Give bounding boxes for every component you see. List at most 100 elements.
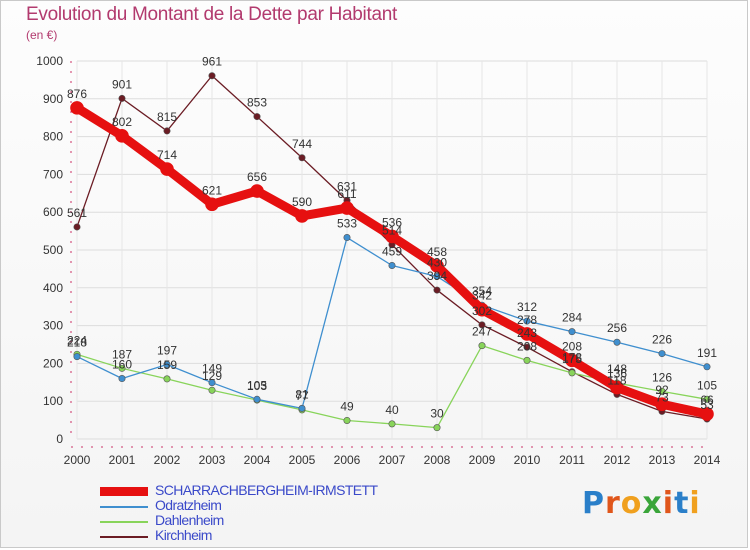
- data-label-kirchheim: 118: [607, 373, 626, 387]
- data-label-dahlenheim: 129: [202, 369, 222, 383]
- data-label-odratzheim: 284: [562, 311, 582, 325]
- x-tick-label: 2005: [289, 453, 316, 467]
- data-point-kirchheim: [208, 72, 216, 80]
- data-label-kirchheim: 901: [112, 77, 132, 91]
- x-tick-label: 2006: [334, 453, 361, 467]
- data-label-dahlenheim: 105: [697, 378, 717, 392]
- data-point-odratzheim: [343, 234, 351, 242]
- chart-subtitle: (en €): [26, 28, 58, 42]
- y-tick-label: 600: [43, 205, 63, 219]
- data-point-odratzheim: [703, 363, 711, 371]
- x-tick-label: 2010: [514, 453, 541, 467]
- data-label-odratzheim: 430: [427, 255, 447, 269]
- data-label-odratzheim: 105: [247, 378, 267, 392]
- data-label-scharrachbergheim-irmstett: 208: [562, 339, 582, 353]
- data-label-odratzheim: 354: [472, 284, 492, 298]
- logo-letter: r: [605, 486, 621, 521]
- data-point-odratzheim: [73, 353, 81, 361]
- data-label-scharrachbergheim-irmstett: 92: [655, 383, 669, 397]
- data-point-kirchheim: [433, 286, 441, 294]
- data-label-kirchheim: 631: [337, 179, 357, 193]
- data-point-kirchheim: [73, 223, 81, 231]
- y-tick-label: 300: [43, 319, 63, 333]
- data-label-scharrachbergheim-irmstett: 656: [247, 170, 267, 184]
- legend-item: SCHARRACHBERGHEIM-IRMSTETT: [100, 482, 500, 498]
- data-label-odratzheim: 256: [607, 321, 627, 335]
- data-label-kirchheim: 178: [562, 351, 582, 365]
- legend-label: Odratzheim: [155, 497, 222, 513]
- data-point-dahlenheim: [343, 416, 351, 424]
- y-tick-label: 800: [43, 130, 63, 144]
- y-tick-label: 200: [43, 356, 63, 370]
- data-point-dahlenheim: [523, 356, 531, 364]
- data-label-scharrachbergheim-irmstett: 621: [202, 183, 222, 197]
- data-point-scharrachbergheim-irmstett: [475, 302, 489, 317]
- data-point-odratzheim: [523, 317, 531, 325]
- x-tick-label: 2007: [379, 453, 406, 467]
- y-tick-label: 700: [43, 167, 63, 181]
- data-label-odratzheim: 533: [337, 217, 357, 231]
- data-point-scharrachbergheim-irmstett: [205, 197, 219, 212]
- data-point-odratzheim: [568, 328, 576, 336]
- data-point-odratzheim: [388, 261, 396, 269]
- data-point-odratzheim: [253, 395, 261, 403]
- data-point-scharrachbergheim-irmstett: [115, 129, 129, 143]
- y-tick-label: 500: [43, 243, 63, 257]
- data-label-kirchheim: 394: [427, 269, 447, 283]
- data-point-dahlenheim: [703, 395, 711, 403]
- data-label-odratzheim: 459: [382, 244, 402, 258]
- legend-item: Odratzheim: [100, 497, 500, 513]
- data-label-scharrachbergheim-irmstett: 66: [700, 393, 714, 407]
- data-point-kirchheim: [163, 127, 171, 135]
- x-tick-label: 2003: [199, 453, 226, 467]
- data-point-kirchheim: [523, 343, 531, 351]
- data-point-scharrachbergheim-irmstett: [565, 353, 579, 368]
- data-point-odratzheim: [613, 338, 621, 346]
- data-point-scharrachbergheim-irmstett: [250, 184, 264, 198]
- x-tick-label: 2014: [694, 453, 721, 467]
- data-label-dahlenheim: 40: [385, 403, 399, 417]
- data-point-dahlenheim: [478, 342, 486, 350]
- logo-letter: P: [582, 486, 605, 521]
- logo-letter: x: [642, 486, 663, 521]
- legend-item: Dahlenheim: [100, 512, 500, 528]
- data-label-odratzheim: 226: [652, 333, 672, 347]
- legend-label: SCHARRACHBERGHEIM-IRMSTETT: [155, 482, 378, 498]
- data-label-kirchheim: 302: [472, 304, 492, 318]
- data-point-scharrachbergheim-irmstett: [385, 229, 399, 244]
- data-label-scharrachbergheim-irmstett: 278: [517, 313, 537, 327]
- data-label-kirchheim: 853: [247, 96, 267, 110]
- data-label-odratzheim: 197: [157, 344, 177, 358]
- data-label-scharrachbergheim-irmstett: 714: [157, 148, 177, 162]
- legend-swatch: [100, 487, 148, 496]
- data-point-scharrachbergheim-irmstett: [700, 407, 714, 421]
- data-label-dahlenheim: 148: [607, 362, 627, 376]
- data-label-scharrachbergheim-irmstett: 876: [67, 87, 87, 101]
- data-point-dahlenheim: [388, 420, 396, 428]
- y-tick-label: 1000: [36, 54, 63, 68]
- data-point-dahlenheim: [118, 364, 126, 372]
- data-point-dahlenheim: [163, 375, 171, 383]
- data-point-odratzheim: [658, 350, 666, 358]
- legend-swatch: [100, 506, 148, 508]
- x-tick-label: 2001: [109, 453, 136, 467]
- y-tick-label: 900: [43, 92, 63, 106]
- y-tick-label: 100: [43, 394, 63, 408]
- data-label-kirchheim: 53: [700, 398, 714, 412]
- x-tick-label: 2002: [154, 453, 181, 467]
- x-tick-label: 2000: [64, 453, 91, 467]
- data-point-dahlenheim: [208, 386, 216, 394]
- data-point-dahlenheim: [658, 387, 666, 395]
- logo-letter: i: [662, 486, 675, 521]
- x-tick-label: 2011: [559, 453, 585, 467]
- data-label-scharrachbergheim-irmstett: 458: [427, 245, 447, 259]
- data-label-scharrachbergheim-irmstett: 136: [607, 367, 627, 381]
- data-point-odratzheim: [163, 361, 171, 369]
- data-label-dahlenheim: 187: [112, 347, 132, 361]
- data-point-kirchheim: [118, 94, 126, 102]
- data-label-odratzheim: 160: [112, 358, 132, 372]
- data-label-dahlenheim: 77: [295, 389, 309, 403]
- data-label-dahlenheim: 30: [430, 407, 444, 421]
- y-tick-label: 400: [43, 281, 63, 295]
- data-label-kirchheim: 73: [655, 390, 669, 404]
